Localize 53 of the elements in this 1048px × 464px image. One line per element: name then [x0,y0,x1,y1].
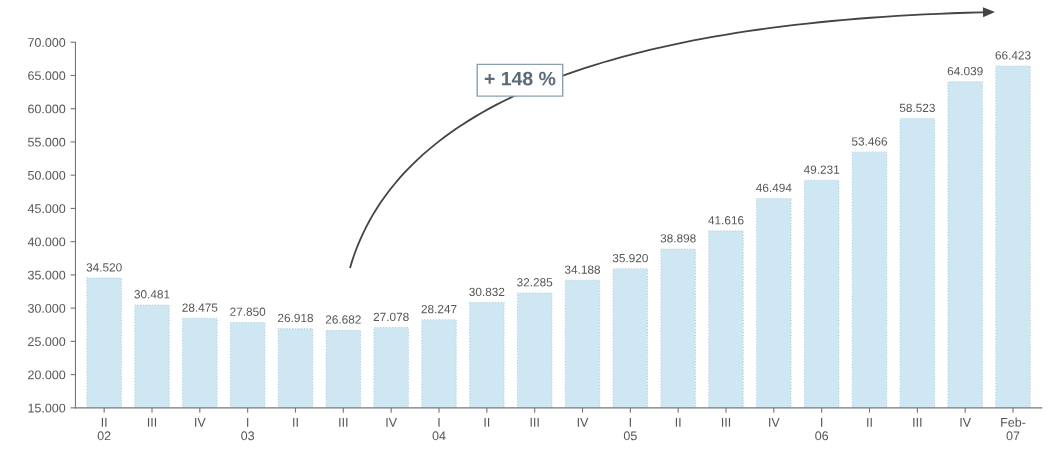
x-tick-label: IV [769,418,780,427]
y-tick-label: 20.000 [28,370,66,380]
data-label: 66.423 [995,51,1031,60]
y-tick-label: 25.000 [28,337,66,347]
y-tick-label: 55.000 [28,137,66,147]
x-tick-label: II [293,418,298,427]
x-tick-label: II 02 [97,418,111,441]
data-label: 46.494 [756,183,792,192]
data-label: 38.898 [660,234,696,243]
data-label: 35.920 [612,253,648,263]
y-tick-label: 50.000 [28,170,66,180]
data-label: 32.285 [517,278,553,287]
x-tick-label: III [913,418,922,427]
x-tick-label: IV [386,418,398,427]
y-tick-label: 65.000 [28,71,66,81]
x-tick-label: I 04 [432,418,446,441]
x-tick-label: II [484,418,490,427]
data-label: 27.078 [373,312,409,322]
y-tick-label: 60.000 [28,104,66,114]
data-label: 41.616 [708,216,744,225]
x-tick-label: Feb- 07 [1001,417,1026,441]
data-label: 26.918 [278,313,314,323]
data-label: 30.832 [469,287,505,297]
x-tick-label: III [721,418,731,427]
y-tick-label: 35.000 [27,270,66,280]
x-tick-label: I 06 [815,418,829,441]
data-label: 58.523 [899,103,935,113]
x-tick-label: III [147,418,157,427]
annotation: + 148 % [484,71,556,86]
data-label: 30.481 [134,290,170,299]
y-tick-label: 70.000 [28,38,66,47]
x-tick-label: IV [960,418,972,427]
x-tick-label: III [339,418,348,427]
x-tick-label: III [530,418,539,427]
data-label: 53.466 [851,137,888,146]
x-tick-label: II [867,418,872,427]
data-label: 34.188 [564,265,601,274]
data-label: 49.231 [803,165,840,174]
y-tick-label: 40.000 [27,237,66,247]
y-tick-label: 30.000 [27,303,66,313]
x-tick-label: I 03 [241,418,255,441]
x-tick-label: I 05 [623,418,637,441]
y-tick-label: 15.000 [28,403,66,413]
x-tick-label: IV [577,418,589,427]
data-label: 28.475 [182,303,218,312]
data-label: 26.682 [325,315,361,324]
x-tick-label: IV [195,418,206,427]
data-label: 27.850 [230,307,266,316]
y-tick-label: 45.000 [27,204,66,214]
data-label: 34.520 [86,263,122,272]
x-tick-label: II [675,418,681,427]
data-label: 64.039 [947,66,983,76]
data-label: 28.247 [421,304,457,314]
